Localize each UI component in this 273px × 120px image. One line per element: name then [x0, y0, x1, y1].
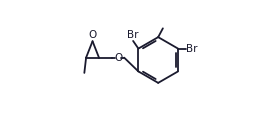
Text: O: O [88, 30, 97, 40]
Text: Br: Br [127, 30, 138, 40]
Text: O: O [114, 53, 123, 63]
Text: Br: Br [186, 44, 198, 54]
